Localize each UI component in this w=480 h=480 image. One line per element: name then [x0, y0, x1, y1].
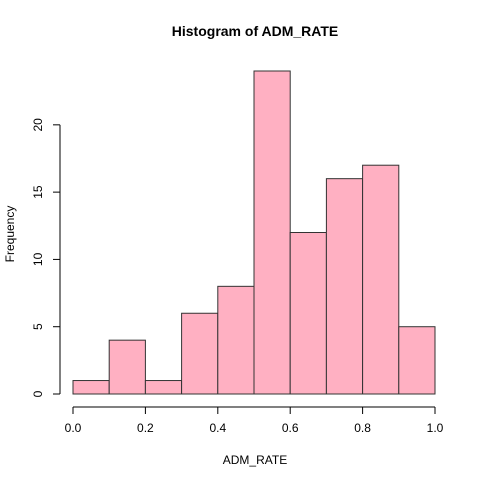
histogram-bar-5 — [253, 70, 291, 395]
x-axis-label: ADM_RATE — [223, 453, 287, 467]
x-tick-label: 0.2 — [137, 421, 154, 435]
x-tick-label: 1.0 — [427, 421, 444, 435]
y-axis-label: Frequency — [3, 206, 17, 263]
y-axis: 0 5 10 15 20 — [31, 118, 61, 397]
histogram-bar-2 — [144, 380, 183, 395]
x-tick-label: 0.6 — [282, 421, 299, 435]
x-axis: 0.0 0.2 0.4 0.6 0.8 1.0 — [65, 406, 444, 435]
histogram-bar-9 — [398, 326, 436, 395]
histogram-bar-4 — [217, 285, 255, 395]
y-tick-label: 15 — [31, 185, 45, 199]
histogram-bar-3 — [181, 312, 219, 395]
histogram-bar-1 — [108, 339, 146, 395]
chart-title: Histogram of ADM_RATE — [172, 23, 338, 39]
histogram-bar-0 — [72, 380, 110, 395]
y-tick-label: 5 — [31, 323, 45, 330]
histogram-bar-8 — [362, 164, 400, 395]
bars-group — [72, 70, 436, 395]
x-tick-label: 0.4 — [209, 421, 226, 435]
histogram-bar-7 — [325, 178, 364, 395]
x-tick-label: 0.0 — [65, 421, 82, 435]
y-tick-label: 0 — [31, 390, 45, 397]
y-tick-label: 20 — [31, 118, 45, 132]
y-tick-label: 10 — [31, 252, 45, 266]
histogram-bar-6 — [289, 232, 327, 395]
x-tick-label: 0.8 — [354, 421, 371, 435]
